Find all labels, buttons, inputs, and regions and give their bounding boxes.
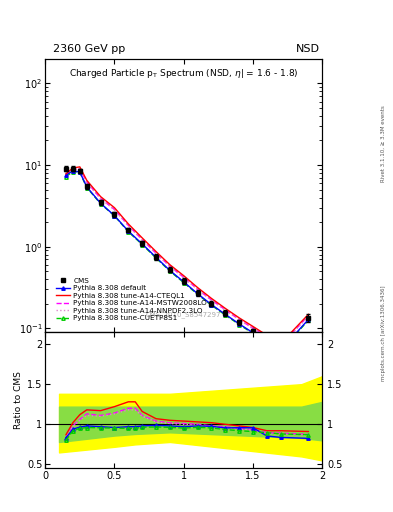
Legend: CMS, Pythia 8.308 default, Pythia 8.308 tune-A14-CTEQL1, Pythia 8.308 tune-A14-M: CMS, Pythia 8.308 default, Pythia 8.308 …	[54, 276, 208, 323]
Text: Charged Particle p$_{\rm T}$ Spectrum (NSD, $\eta$| = 1.6 - 1.8): Charged Particle p$_{\rm T}$ Spectrum (N…	[69, 67, 298, 80]
Text: Rivet 3.1.10, ≥ 3.3M events: Rivet 3.1.10, ≥ 3.3M events	[381, 105, 386, 182]
Text: 2360 GeV pp: 2360 GeV pp	[53, 44, 125, 54]
Text: NSD: NSD	[296, 44, 320, 54]
Text: mcplots.cern.ch [arXiv:1306.3436]: mcplots.cern.ch [arXiv:1306.3436]	[381, 285, 386, 380]
Text: CMS_2010_S8547297: CMS_2010_S8547297	[146, 311, 222, 318]
Y-axis label: Ratio to CMS: Ratio to CMS	[14, 371, 23, 429]
